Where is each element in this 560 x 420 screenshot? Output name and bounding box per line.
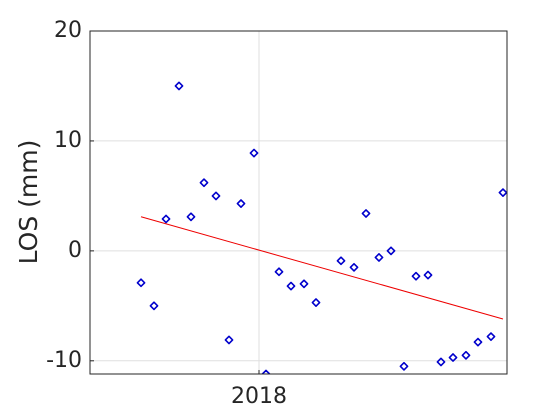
data-point: [199, 178, 209, 188]
data-point: [486, 332, 496, 342]
data-point: [473, 337, 483, 347]
axes-box: [89, 30, 508, 375]
data-point: [399, 361, 409, 371]
y-axis-label: LOS (mm): [14, 140, 43, 265]
data-point: [299, 279, 309, 289]
data-point: [261, 369, 271, 374]
data-point: [161, 214, 171, 224]
data-point: [286, 281, 296, 291]
data-point: [224, 335, 234, 345]
data-point: [336, 256, 346, 266]
data-point: [186, 212, 196, 222]
y-tick-label: 20: [54, 18, 82, 43]
data-point: [448, 353, 458, 362]
data-point: [236, 199, 246, 208]
y-tick-label: 0: [68, 238, 82, 263]
data-point: [436, 357, 446, 367]
trend-line: [140, 216, 504, 320]
data-point: [211, 191, 221, 201]
data-point: [349, 262, 359, 272]
data-point: [411, 271, 421, 281]
data-point: [374, 253, 384, 262]
data-point: [311, 298, 321, 307]
data-point: [423, 270, 433, 280]
labels: -10 0 10 20 2018: [46, 18, 287, 409]
data-point: [149, 301, 159, 311]
data-point: [274, 267, 284, 277]
data-point: [174, 81, 184, 91]
y-tick-label: 10: [54, 128, 82, 153]
data-point: [249, 148, 259, 158]
data-point: [498, 188, 507, 198]
data-point: [361, 209, 371, 218]
data-point: [461, 350, 471, 360]
data-point: [386, 246, 396, 256]
y-tick-label: -10: [46, 348, 82, 373]
data-point: [136, 278, 146, 288]
x-tick-label: 2018: [231, 384, 287, 409]
plot-area: [136, 81, 507, 374]
